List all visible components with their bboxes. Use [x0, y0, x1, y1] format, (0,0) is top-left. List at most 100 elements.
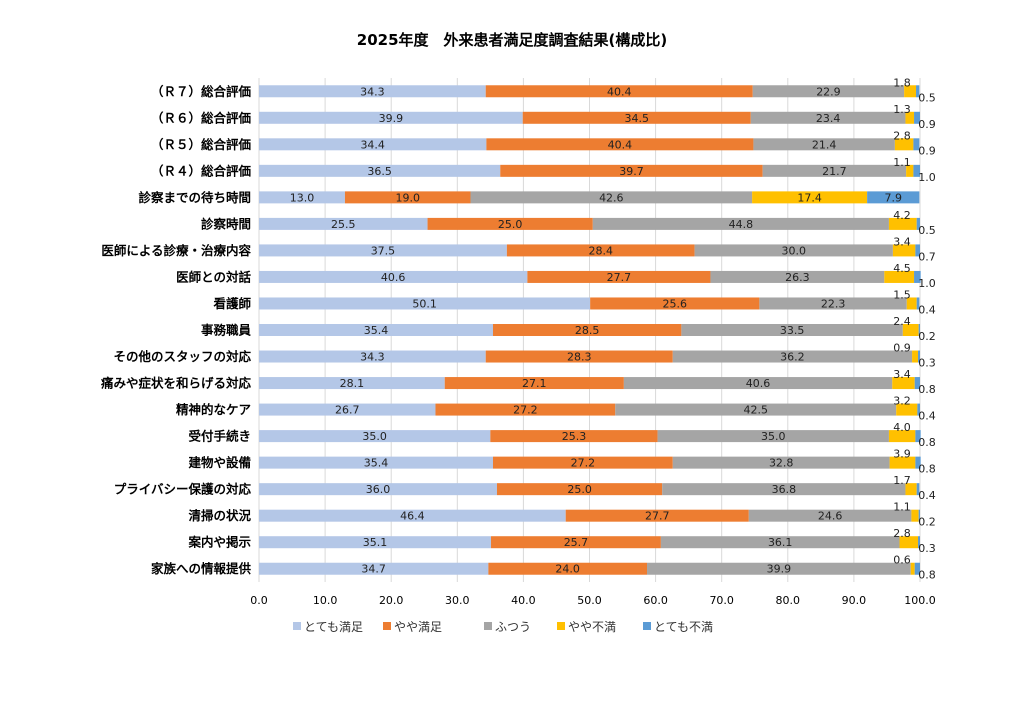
data-label: 36.5 [367, 165, 392, 178]
bar-segment [888, 217, 917, 230]
x-tick-label: 0.0 [250, 594, 268, 607]
category-label: （Ｒ７）総合評価 [151, 84, 252, 99]
bar-segment [892, 377, 915, 390]
bar-segment [918, 324, 920, 336]
data-label: 36.1 [768, 536, 793, 549]
bar-segment [672, 350, 913, 363]
data-label: 0.9 [918, 144, 936, 157]
bar-segment [492, 324, 682, 336]
data-label: 4.2 [893, 209, 911, 222]
data-label: 26.3 [785, 271, 810, 284]
data-label: 4.0 [893, 421, 911, 434]
data-label: 32.8 [769, 457, 794, 470]
bar-segment [884, 270, 915, 283]
data-label: 35.4 [364, 324, 389, 337]
bars [259, 85, 921, 575]
data-label: 40.6 [746, 377, 771, 390]
data-label: 1.1 [893, 501, 911, 514]
data-label: 30.0 [781, 244, 806, 257]
bar-segment [915, 244, 920, 257]
data-labels: 34.3 40.4 22.9 1.8 0.5 39.9 34.5 23.4 1.3 0.9 34.4… [290, 76, 936, 581]
data-label: 25.0 [567, 483, 592, 496]
data-label: 1.3 [893, 103, 911, 116]
data-label: 35.0 [362, 430, 387, 443]
data-label: 28.3 [567, 351, 592, 364]
bar-segment [918, 509, 920, 522]
data-label: 27.1 [522, 377, 547, 390]
category-label: （Ｒ５）総合評価 [151, 137, 252, 152]
category-labels: （Ｒ７）総合評価 （Ｒ６）総合評価 （Ｒ５）総合評価 （Ｒ４）総合評価診察までの待ち時… [100, 84, 252, 576]
bar-segment [470, 191, 753, 204]
bar-segment [915, 430, 921, 443]
bar-segment [485, 350, 673, 363]
data-label: 28.1 [340, 377, 365, 390]
bar-segment [500, 164, 763, 177]
bar-segment [435, 403, 616, 416]
data-label: 1.0 [918, 171, 936, 184]
data-label: 1.7 [893, 474, 911, 487]
bar-segment [486, 138, 754, 151]
bar-segment [914, 270, 921, 283]
data-label: 1.8 [893, 76, 911, 89]
bar-segment [259, 350, 486, 363]
data-label: 0.8 [918, 463, 936, 476]
category-label: 医師との対話 [176, 269, 251, 284]
data-label: 2.8 [893, 527, 911, 540]
data-label: 40.6 [381, 271, 406, 284]
data-label: 0.9 [893, 342, 911, 355]
data-label: 24.0 [555, 563, 580, 576]
bar-segment [491, 536, 661, 549]
category-label: 建物や設備 [188, 455, 251, 470]
bar-segment [894, 138, 914, 151]
bar-segment [750, 111, 906, 124]
bar-segment [259, 297, 591, 310]
bar-segment [592, 217, 889, 230]
bar-segment [752, 85, 905, 98]
bar-segment [496, 483, 663, 496]
data-label: 25.6 [663, 297, 688, 310]
bar-segment [647, 562, 911, 575]
x-tick-label: 100.0 [904, 594, 936, 607]
category-label: （Ｒ４）総合評価 [151, 163, 252, 178]
data-label: 0.5 [918, 224, 936, 237]
data-label: 37.5 [371, 244, 396, 257]
data-label: 1.1 [893, 156, 911, 169]
bar-segment [660, 536, 900, 549]
data-label: 0.3 [918, 542, 936, 555]
bar-segment [259, 403, 436, 416]
data-label: 44.8 [729, 218, 754, 231]
legend-label: やや満足 [394, 620, 442, 634]
data-label: 35.1 [363, 536, 388, 549]
bar-segment [522, 111, 751, 124]
bar-segment [710, 270, 885, 283]
bar-segment [905, 483, 917, 496]
bar-segment [259, 244, 507, 257]
category-label: 家族への情報提供 [151, 561, 252, 576]
bar-segment [259, 377, 445, 390]
data-label: 2.8 [893, 129, 911, 142]
data-label: 0.9 [918, 118, 936, 131]
data-label: 0.6 [893, 554, 911, 567]
bar-segment [867, 191, 920, 204]
data-label: 35.4 [364, 457, 389, 470]
bar-segment [888, 430, 916, 443]
bar-segment [892, 244, 916, 257]
data-label: 25.5 [331, 218, 356, 231]
category-label: 事務職員 [201, 323, 252, 338]
x-tick-label: 50.0 [577, 594, 602, 607]
bar-segment [527, 270, 711, 283]
bar-segment [259, 217, 428, 230]
bar-segment [488, 562, 648, 575]
bar-segment [916, 217, 920, 230]
bar-segment [662, 483, 906, 496]
category-label: （Ｒ６）総合評価 [151, 110, 252, 125]
bar-segment [259, 111, 523, 124]
x-tick-label: 60.0 [643, 594, 668, 607]
data-label: 34.4 [360, 138, 385, 151]
data-label: 27.2 [571, 457, 596, 470]
bar-segment [490, 430, 658, 443]
x-tick-label: 70.0 [709, 594, 734, 607]
data-label: 22.3 [821, 297, 846, 310]
data-label: 22.9 [816, 85, 841, 98]
category-label: 医師による診療・治療内容 [101, 243, 251, 258]
